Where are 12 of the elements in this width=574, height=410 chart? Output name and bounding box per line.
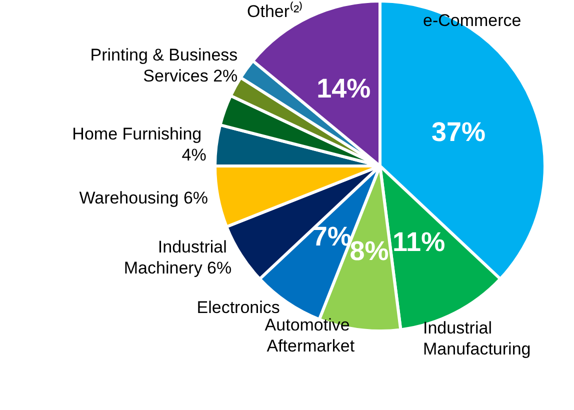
slice-label: Industrial Machinery 6% <box>124 238 232 278</box>
slice-label: Industrial Manufacturing <box>423 318 531 358</box>
slice-label: Other⁽²⁾ <box>247 0 304 21</box>
data-label: 8% <box>350 236 389 266</box>
slice-label: Home Furnishing 4% <box>72 124 206 165</box>
data-label: 11% <box>392 227 446 258</box>
data-label: 37% <box>431 117 486 148</box>
slice-label: Warehousing 6% <box>79 188 208 208</box>
slice-label: Electronics <box>196 298 280 317</box>
data-label: 14% <box>316 74 371 104</box>
slice-label: Printing & Business Services 2% <box>90 45 238 86</box>
slice-label: Automotive Aftermarket <box>264 316 355 356</box>
